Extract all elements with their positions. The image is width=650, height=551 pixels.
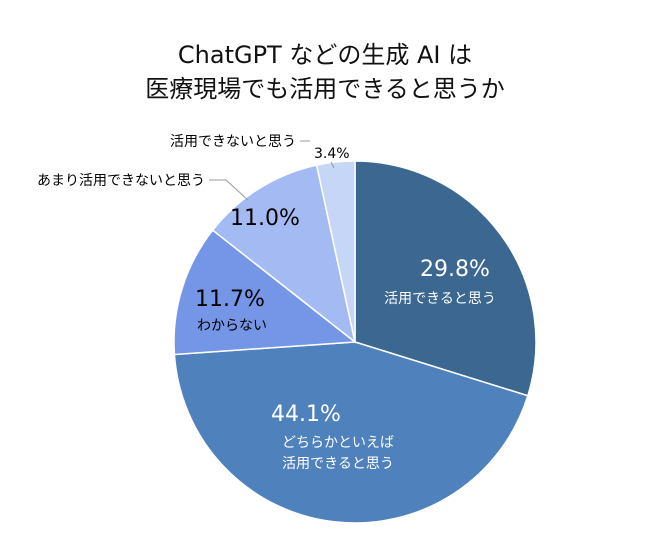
- leader-line-5-tick: [330, 161, 335, 169]
- slice-value-label-4: 11.0%: [230, 206, 300, 231]
- slice-category-label-2-line-2: 活用できると思う: [282, 456, 394, 472]
- slice-category-label-3: わからない: [197, 318, 267, 334]
- slice-value-label-2: 44.1%: [271, 402, 341, 427]
- slice-value-label-3: 11.7%: [195, 287, 265, 312]
- slice-category-label-1: 活用できると思う: [384, 291, 496, 307]
- pie-slice-1: [354, 160, 537, 397]
- chart-title-line-2: 医療現場でも活用できると思うか: [145, 75, 505, 103]
- pie-slice-2: [173, 341, 529, 524]
- chart-title-line-1: ChatGPT などの生成 AI は: [177, 41, 473, 69]
- pie-slice-3: [173, 229, 357, 356]
- pie-slice-4: [211, 164, 357, 344]
- slice-value-label-1: 29.8%: [420, 257, 490, 282]
- pie-slice-5: [315, 160, 356, 343]
- slice-category-label-5: 活用できないと思う: [170, 134, 296, 150]
- chart-title: ChatGPT などの生成 AI は 医療現場でも活用できると思うか: [0, 38, 650, 106]
- leader-line-4: [209, 179, 249, 201]
- slice-value-label-5: 3.4%: [314, 146, 350, 162]
- slice-category-label-4: あまり活用できないと思う: [37, 173, 205, 189]
- slice-category-label-2-line-1: どちらかといえば: [282, 435, 394, 451]
